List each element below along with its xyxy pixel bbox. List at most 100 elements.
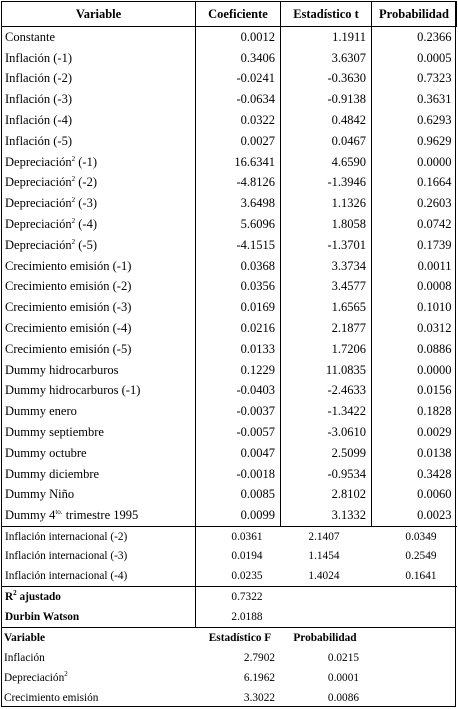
f-empty-cell xyxy=(365,648,456,668)
coefficient-value: -4.8126 xyxy=(195,172,281,194)
variable-name: Dummy diciembre xyxy=(5,466,100,481)
coefficient-value: -0.0403 xyxy=(195,380,281,402)
coefficient-row: Depreciación2 (-3) 3.6498 1.1326 0.2603 xyxy=(1,193,457,215)
variable-cell: Depreciación2 (-1) xyxy=(1,151,196,173)
t-statistic-value: 3.3734 xyxy=(280,255,372,277)
probability-value: 0.7323 xyxy=(371,68,457,90)
coefficient-row: Dummy septiembre -0.0057 -3.0610 0.0029 xyxy=(1,422,457,443)
f-probability-value: 0.0086 xyxy=(327,691,359,704)
t-statistic-value: 11.0835 xyxy=(280,359,372,381)
f-variable-cell: Crecimiento emisión xyxy=(1,688,195,708)
coefficient-row: Depreciación2 (-2) -4.8126 -1.3946 0.1664 xyxy=(1,172,457,194)
probability-value: 0.1828 xyxy=(371,401,457,423)
probability-value: 0.0138 xyxy=(371,442,457,464)
t-statistic-value: -1.3946 xyxy=(280,172,372,194)
dw-label: Durbin Watson xyxy=(1,606,196,627)
f-test-table: Variable Estadístico F Probabilidad Infl… xyxy=(1,626,456,708)
t-statistic-value: 1.6565 xyxy=(280,297,372,319)
probability-value: 0.1010 xyxy=(371,297,457,319)
variable-cell: Inflación (-5) xyxy=(1,130,196,152)
t-statistic-value: -0.3630 xyxy=(280,68,372,90)
intl-t-statistic-value: 2.1407 xyxy=(308,530,340,543)
f-empty-cell xyxy=(365,668,456,688)
intl-coefficient-value: 0.0361 xyxy=(195,526,269,547)
f-statistic-value: 2.7902 xyxy=(243,651,275,664)
variable-superscript: to. xyxy=(55,508,63,517)
f-variable-cell: Depreciación2 xyxy=(1,668,195,688)
variable-name: Depreciación xyxy=(5,175,72,190)
variable-cell: Dummy hidrocarburos xyxy=(1,359,196,381)
t-statistic-value: -2.4633 xyxy=(280,380,372,402)
probability-value: 0.0011 xyxy=(371,255,457,277)
header-probabilidad: Probabilidad xyxy=(371,1,457,27)
variable-cell: Inflación (-1) xyxy=(1,47,196,69)
probability-value: 0.0312 xyxy=(371,318,457,339)
variable-cell: Depreciación2 (-2) xyxy=(1,172,196,194)
t-statistic-value: -0.9534 xyxy=(280,463,372,485)
r2-value: 0.7322 xyxy=(195,586,269,607)
variable-cell: Dummy octubre xyxy=(1,442,196,464)
intl-inflation-row: Inflación internacional (-3) 0.0194 1.1454… xyxy=(1,546,457,567)
t-statistic-value: -0.9138 xyxy=(280,89,372,111)
t-statistic-value: 3.6307 xyxy=(280,47,372,69)
variable-cell: Depreciación2 (-4) xyxy=(1,214,196,235)
coefficient-row: Constante 0.0012 1.1911 0.2366 xyxy=(1,25,457,48)
coefficient-row: Dummy octubre 0.0047 2.5099 0.0138 xyxy=(1,442,457,464)
probability-value: 0.0886 xyxy=(371,338,457,360)
coefficient-value: 0.3406 xyxy=(195,47,281,69)
coefficient-row: Dummy hidrocarburos 0.1229 11.0835 0.0000 xyxy=(1,359,457,381)
variable-superscript: 2 xyxy=(71,175,76,184)
variable-name: Dummy Niño xyxy=(5,487,75,502)
variable-superscript: 2 xyxy=(71,216,76,225)
probability-value: 0.0000 xyxy=(371,151,457,173)
variable-cell: Inflación (-4) xyxy=(1,110,196,131)
t-statistic-value: 3.1332 xyxy=(280,505,372,527)
f-variable-name: Inflación xyxy=(4,651,45,664)
variable-name: Dummy septiembre xyxy=(5,425,104,440)
f-statistic-value: 6.1962 xyxy=(243,671,275,684)
variable-name: Crecimiento emisión (-2) xyxy=(5,279,132,294)
intl-t-statistic-value: 1.1454 xyxy=(308,550,340,563)
coefficient-value: 0.0356 xyxy=(195,276,281,298)
variable-name: Inflación (-2) xyxy=(5,71,72,86)
variable-name: Dummy hidrocarburos xyxy=(5,362,119,377)
f-probability-value: 0.0001 xyxy=(327,671,359,684)
variable-name: Dummy 4 xyxy=(5,508,56,523)
coefficient-value: 16.6341 xyxy=(195,151,281,173)
variable-superscript: 2 xyxy=(71,237,76,246)
coefficient-value: 5.6096 xyxy=(195,214,281,235)
f-test-header-row: Variable Estadístico F Probabilidad xyxy=(1,627,456,648)
coefficient-value: 0.0368 xyxy=(195,255,281,277)
coefficient-row: Dummy 4to. trimestre 1995 0.0099 3.1332 0.0… xyxy=(1,505,457,527)
coefficient-value: -0.0241 xyxy=(195,68,281,90)
intl-inflation-row: Inflación internacional (-2) 0.0361 2.1407… xyxy=(1,526,457,547)
variable-cell: Inflación (-2) xyxy=(1,68,196,90)
variable-name: Depreciación xyxy=(5,196,72,211)
coefficient-row: Crecimiento emisión (-1) 0.0368 3.3734 0.00… xyxy=(1,255,457,277)
f-probability-value: 0.0215 xyxy=(327,651,359,664)
variable-cell: Crecimiento emisión (-5) xyxy=(1,338,196,360)
variable-cell: Dummy Niño xyxy=(1,484,196,506)
intl-coefficient-value: 0.0235 xyxy=(195,566,269,586)
f-header-estadistico-f: Estadístico F xyxy=(208,631,272,644)
coefficient-row: Inflación (-4) 0.0322 0.4842 0.6293 xyxy=(1,110,457,131)
variable-cell: Crecimiento emisión (-1) xyxy=(1,255,196,277)
variable-suffix: (-1) xyxy=(75,154,98,169)
intl-probability-value: 0.0349 xyxy=(405,530,437,543)
intl-variable-name: Inflación internacional (-4) xyxy=(1,566,196,586)
probability-value: 0.9629 xyxy=(371,130,457,152)
probability-value: 0.0000 xyxy=(371,359,457,381)
t-statistic-value: 1.1911 xyxy=(280,25,372,48)
coefficient-value: 0.0322 xyxy=(195,110,281,131)
header-coeficiente: Coeficiente xyxy=(195,1,281,27)
coefficient-row: Depreciación2 (-4) 5.6096 1.8058 0.0742 xyxy=(1,214,457,235)
fit-statistics-table: R2 ajustado 0.7322 Durbin Watson 2.0188 xyxy=(1,585,457,627)
coefficient-value: -0.0057 xyxy=(195,422,281,443)
probability-value: 0.2603 xyxy=(371,193,457,215)
probability-value: 0.0742 xyxy=(371,214,457,235)
coefficient-row: Inflación (-5) 0.0027 0.0467 0.9629 xyxy=(1,130,457,152)
dw-value: 2.0188 xyxy=(195,606,269,627)
coefficient-row: Depreciación2 (-5) -4.1515 -1.3701 0.1739 xyxy=(1,234,457,256)
variable-name: Depreciación xyxy=(5,154,72,169)
